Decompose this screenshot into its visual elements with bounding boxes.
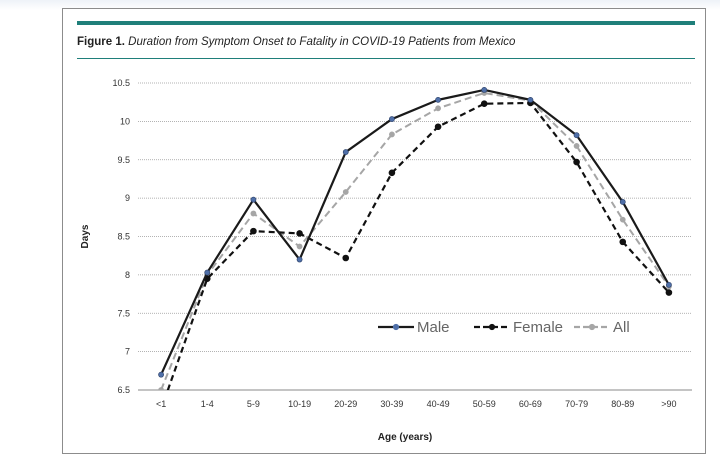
data-point-all <box>435 105 441 112</box>
data-point-female <box>388 169 396 177</box>
figure-label: Figure 1. <box>77 36 125 48</box>
data-point-all <box>250 210 257 217</box>
data-point-all <box>342 189 349 195</box>
y-tick-label: 10 <box>120 116 130 126</box>
data-point-female <box>342 254 350 262</box>
data-point-female <box>480 100 488 108</box>
legend-marker-all <box>588 323 596 331</box>
chart-legend: Male Female All <box>378 319 630 336</box>
top-background-band <box>0 0 720 10</box>
y-tick-label: 8.5 <box>117 232 130 242</box>
figure-caption: Figure 1. Duration from Symptom Onset to… <box>77 36 697 48</box>
x-tick-label: 80-89 <box>611 399 634 409</box>
series-line-male <box>160 88 670 376</box>
x-tick-label: 5-9 <box>247 399 260 409</box>
y-axis-ticks: 6.5 7 7.5 8 8.5 9 9.5 10 10.5 <box>112 78 130 395</box>
data-point-male <box>619 199 626 205</box>
y-axis-title: Days <box>80 224 91 248</box>
x-tick-label: 60-69 <box>519 399 542 409</box>
x-tick-label: 10-19 <box>288 399 311 409</box>
figure-caption-rule <box>77 58 695 59</box>
x-axis-ticks: <1 1-4 5-9 10-19 20-29 30-39 40-49 50-59 60-69 70… <box>156 399 677 409</box>
legend-label-male: Male <box>417 319 450 336</box>
y-tick-label: 9.5 <box>117 155 130 165</box>
y-tick-label: 6.5 <box>117 385 130 395</box>
y-tick-label: 8 <box>125 270 130 280</box>
legend-label-all: All <box>613 319 630 336</box>
data-point-female <box>250 227 257 235</box>
data-point-male <box>389 116 395 122</box>
series-male <box>158 87 672 378</box>
x-tick-label: 40-49 <box>427 399 450 409</box>
x-tick-label: <1 <box>156 399 166 409</box>
data-point-male <box>481 87 488 93</box>
x-tick-label: >90 <box>661 399 676 409</box>
data-point-female <box>665 289 673 296</box>
data-point-male <box>296 256 303 263</box>
data-point-male <box>342 149 349 155</box>
legend-marker-female <box>488 323 496 331</box>
y-tick-label: 9 <box>125 193 130 203</box>
x-tick-label: 30-39 <box>380 399 403 409</box>
data-point-female <box>573 158 580 166</box>
data-point-male <box>666 281 672 288</box>
data-point-all <box>296 243 303 250</box>
data-point-female <box>434 123 442 131</box>
data-point-male <box>158 371 164 378</box>
x-tick-label: 1-4 <box>201 399 214 409</box>
data-point-all <box>619 216 626 223</box>
data-point-all <box>158 387 164 390</box>
x-tick-label: 70-79 <box>565 399 588 409</box>
data-point-male <box>435 96 441 103</box>
legend-label-female: Female <box>513 319 563 336</box>
legend-marker-male <box>392 323 400 331</box>
x-axis-title: Age (years) <box>378 432 432 443</box>
data-point-male <box>527 96 534 103</box>
figure-header-rule <box>77 21 695 25</box>
y-tick-label: 7 <box>125 347 130 357</box>
data-point-all <box>573 143 580 149</box>
series-female <box>166 99 673 390</box>
data-point-female <box>619 238 627 246</box>
x-tick-label: 20-29 <box>334 399 357 409</box>
data-point-male <box>573 132 580 139</box>
figure-title: Duration from Symptom Onset to Fatality … <box>128 36 516 48</box>
series-line-female <box>166 101 670 390</box>
y-tick-label: 10.5 <box>112 78 130 88</box>
series-lines <box>158 87 673 390</box>
data-point-male <box>250 196 257 203</box>
series-line-all <box>160 91 670 390</box>
data-point-all <box>389 131 395 138</box>
series-all <box>158 90 672 390</box>
x-tick-label: 50-59 <box>473 399 496 409</box>
data-point-female <box>296 230 303 237</box>
data-point-male <box>204 269 211 276</box>
figure-frame: Figure 1. Duration from Symptom Onset to… <box>62 8 706 454</box>
y-tick-label: 7.5 <box>117 308 130 318</box>
